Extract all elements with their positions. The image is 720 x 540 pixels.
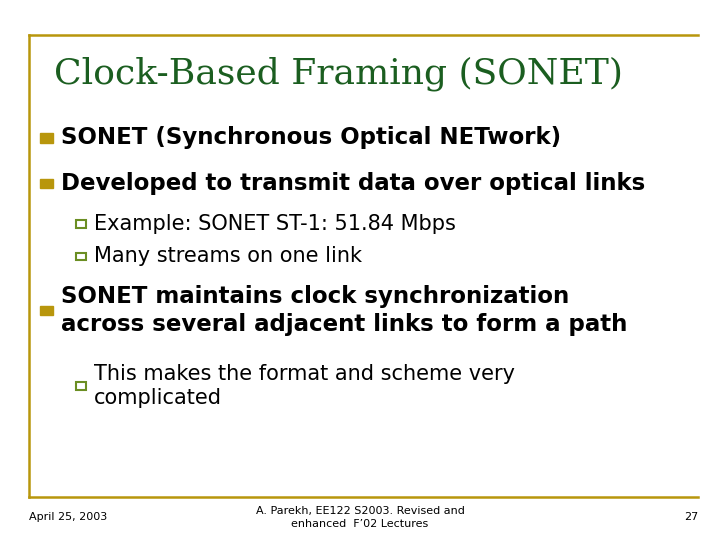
Text: Example: SONET ST-1: 51.84 Mbps: Example: SONET ST-1: 51.84 Mbps bbox=[94, 214, 456, 234]
Bar bbox=[40, 133, 53, 143]
Text: Clock-Based Framing (SONET): Clock-Based Framing (SONET) bbox=[54, 57, 623, 91]
Bar bbox=[76, 253, 86, 260]
Text: Developed to transmit data over optical links: Developed to transmit data over optical … bbox=[61, 172, 645, 195]
Text: SONET (Synchronous Optical NETwork): SONET (Synchronous Optical NETwork) bbox=[61, 126, 562, 149]
Bar bbox=[76, 220, 86, 228]
Text: This makes the format and scheme very
complicated: This makes the format and scheme very co… bbox=[94, 364, 515, 408]
Bar bbox=[40, 179, 53, 188]
Text: Many streams on one link: Many streams on one link bbox=[94, 246, 361, 267]
Bar bbox=[76, 382, 86, 390]
Text: 27: 27 bbox=[684, 512, 698, 522]
Bar bbox=[40, 306, 53, 315]
Text: April 25, 2003: April 25, 2003 bbox=[29, 512, 107, 522]
Text: A. Parekh, EE122 S2003. Revised and
enhanced  F’02 Lectures: A. Parekh, EE122 S2003. Revised and enha… bbox=[256, 506, 464, 529]
Text: SONET maintains clock synchronization
across several adjacent links to form a pa: SONET maintains clock synchronization ac… bbox=[61, 285, 628, 336]
